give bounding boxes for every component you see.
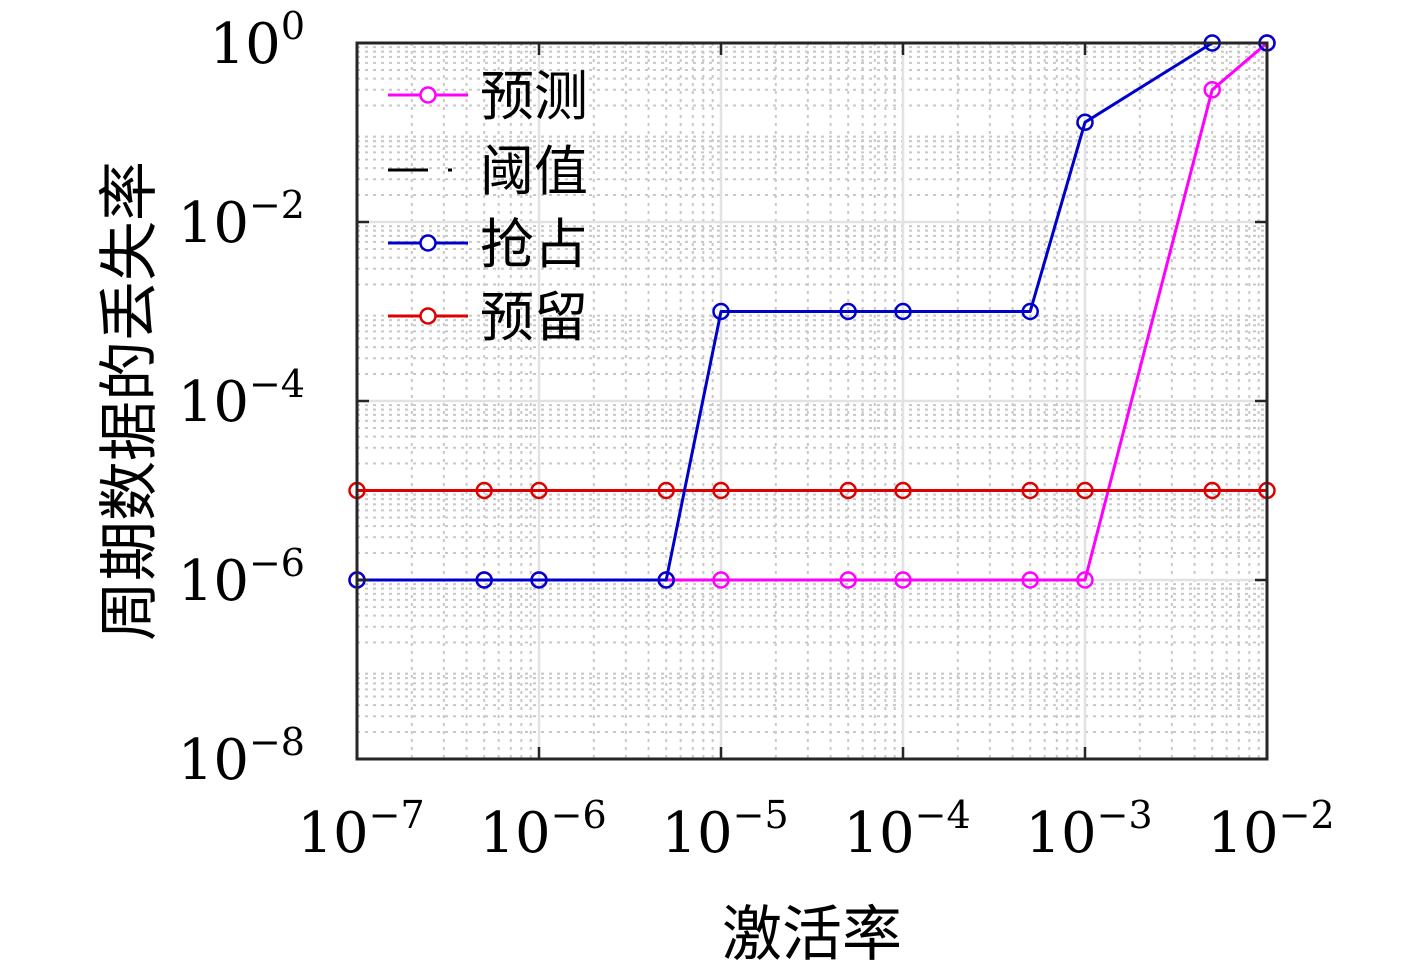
legend-marker xyxy=(419,307,437,325)
data-point xyxy=(712,481,730,500)
data-point xyxy=(712,302,730,321)
data-point xyxy=(1021,302,1039,321)
x-tick-label: 10−7 xyxy=(297,793,424,866)
y-tick-label: 10−4 xyxy=(178,362,305,435)
ticks: 10−7 10−6 10−5 10−4 10−3 10−2 10−8 10−6 10−4 10−2… xyxy=(178,4,1335,866)
data-point xyxy=(475,481,493,500)
legend-item: 预留 xyxy=(388,286,588,349)
data-point xyxy=(1076,481,1094,500)
data-point xyxy=(1076,113,1094,132)
series-layer xyxy=(348,34,1276,589)
x-tick-label: 10−2 xyxy=(1207,793,1334,866)
x-tick-label: 10−6 xyxy=(479,793,606,866)
x-tick-label: 10−4 xyxy=(843,793,970,866)
series-4 xyxy=(348,481,1276,500)
data-point xyxy=(839,481,857,500)
data-point xyxy=(1076,571,1094,589)
legend-label: 预测 xyxy=(480,65,588,128)
data-point xyxy=(839,571,857,589)
legend-label: 预留 xyxy=(480,286,588,349)
data-point xyxy=(1203,481,1221,500)
legend-label: 抢占 xyxy=(480,213,588,276)
legend-marker xyxy=(419,234,437,252)
data-point xyxy=(475,571,493,589)
x-tick-label: 10−3 xyxy=(1025,793,1152,866)
x-tick-label: 10−5 xyxy=(661,793,788,866)
data-point xyxy=(894,571,912,589)
series-line xyxy=(357,41,1267,582)
x-axis-label: 激活率 xyxy=(722,900,902,970)
legend-marker xyxy=(419,86,437,104)
data-point xyxy=(1021,571,1039,589)
data-point xyxy=(712,571,730,589)
data-point xyxy=(657,571,675,589)
legend-label: 阈值 xyxy=(480,140,588,203)
data-point xyxy=(894,481,912,500)
legend-item: 阈值 xyxy=(388,140,588,203)
y-axis-label: 周期数据的丢失率 xyxy=(95,161,165,641)
y-tick-label: 10−6 xyxy=(178,541,305,614)
legend-item: 预测 xyxy=(388,65,588,128)
data-point xyxy=(657,481,675,500)
data-point xyxy=(1203,81,1221,99)
data-point xyxy=(530,481,548,500)
y-tick-label: 10−2 xyxy=(178,183,305,256)
legend-item: 抢占 xyxy=(388,213,588,276)
data-point xyxy=(1021,481,1039,500)
y-tick-label: 100 xyxy=(210,4,305,77)
data-point xyxy=(530,571,548,589)
data-point xyxy=(839,302,857,321)
y-tick-label: 10−8 xyxy=(178,720,305,793)
data-point xyxy=(894,302,912,321)
